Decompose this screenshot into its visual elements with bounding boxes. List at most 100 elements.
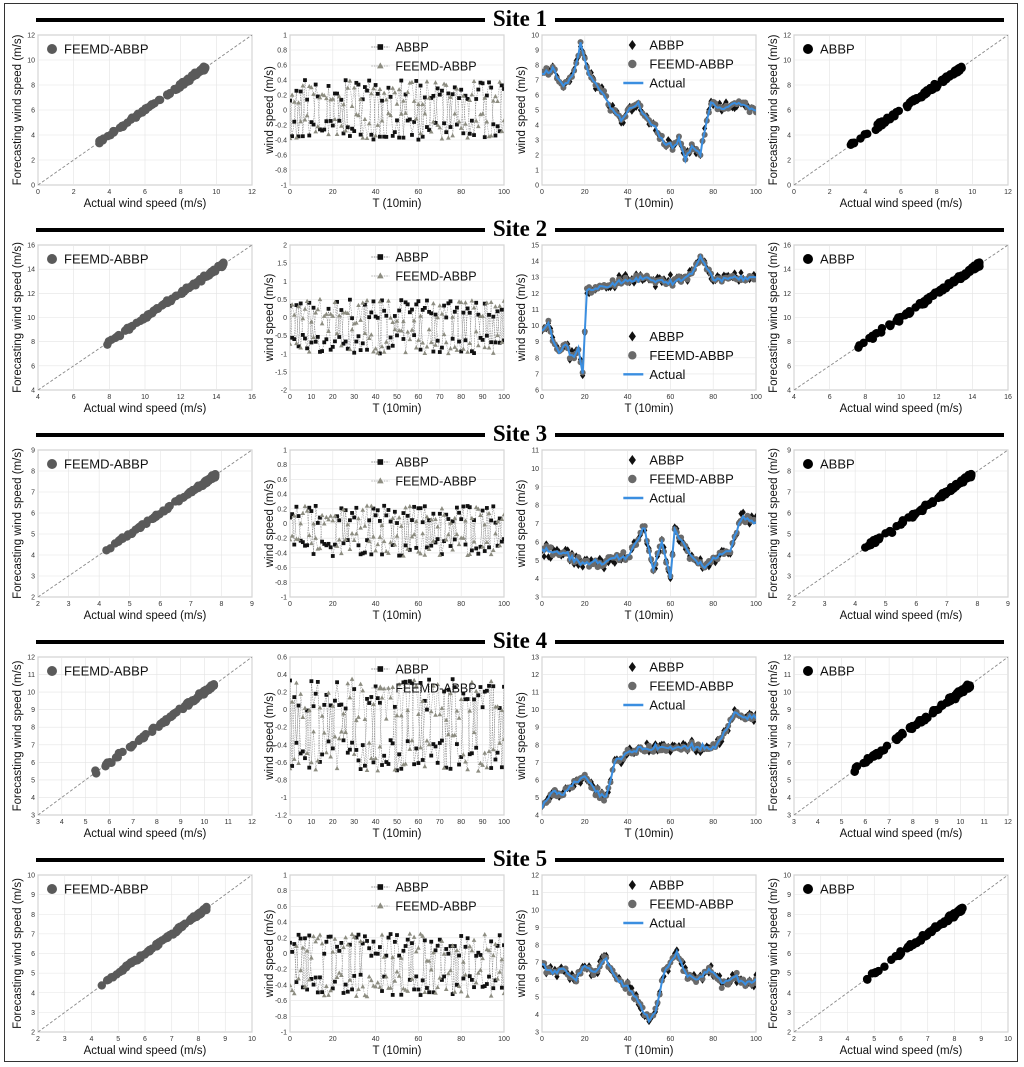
series-point-feemd-abbp <box>433 990 438 995</box>
series-point-feemd-abbp <box>324 95 329 101</box>
series-point-abbp <box>418 681 423 685</box>
series-point-feemd-abbp <box>336 537 342 542</box>
legend-marker <box>628 474 637 484</box>
y-tick-label: 5 <box>31 777 35 784</box>
scatter-point <box>917 93 926 102</box>
series-point-abbp <box>377 134 382 139</box>
x-axis-label: T (10min) <box>625 198 674 210</box>
series-point-feemd-abbp <box>409 976 415 981</box>
series-point-feemd-abbp <box>688 141 695 148</box>
y-tick-label: 13 <box>531 275 539 282</box>
series-point-feemd-abbp <box>426 742 432 747</box>
series-point-abbp <box>487 545 491 550</box>
y-tick-label: 7 <box>787 490 791 497</box>
y-axis-label: Forecasting wind speed (m/s) <box>768 660 780 811</box>
series-point-abbp <box>420 307 425 312</box>
series-point-feemd-abbp <box>358 525 363 530</box>
series-point-abbp <box>337 518 342 523</box>
series-point-abbp <box>433 120 438 125</box>
series-point-abbp <box>341 541 346 546</box>
legend-label: ABBP <box>649 660 684 675</box>
series-point-feemd-abbp <box>313 310 318 315</box>
series-point-abbp <box>320 349 324 353</box>
series-point-abbp <box>333 979 337 984</box>
y-tick-label: -0.8 <box>275 1014 287 1021</box>
series-point-abbp <box>330 746 335 751</box>
series-point-abbp <box>414 79 419 83</box>
x-tick-label: 0 <box>36 189 40 196</box>
x-tick-label: 0 <box>288 1036 292 1043</box>
x-tick-label: 6 <box>828 394 832 401</box>
series-point-feemd-abbp <box>394 533 400 538</box>
y-tick-label: 7 <box>787 742 791 749</box>
scatter-point <box>888 110 898 119</box>
series-point-abbp <box>467 752 472 757</box>
series-point-abbp <box>360 551 365 556</box>
series-point-abbp <box>465 936 470 941</box>
series-point-feemd-abbp <box>354 717 359 723</box>
series-point-abbp <box>330 344 335 349</box>
x-tick-label: 0 <box>540 819 544 826</box>
series-point-feemd-abbp <box>486 345 492 350</box>
x-tick-label: 4 <box>107 189 111 196</box>
series-point-abbp <box>420 758 425 762</box>
series-point-abbp <box>401 337 406 341</box>
series-point-feemd-abbp <box>450 547 455 552</box>
series-point-abbp <box>489 340 494 345</box>
series-point-abbp <box>397 953 402 958</box>
series-point-feemd-abbp <box>328 513 333 518</box>
series-point-feemd-abbp <box>413 345 419 350</box>
series-point-abbp <box>442 303 446 308</box>
legend-marker <box>377 666 384 672</box>
series-point-abbp <box>457 339 461 344</box>
y-tick-label: 2 <box>31 1030 35 1037</box>
legend-label: ABBP <box>395 663 428 677</box>
series-point-feemd-abbp <box>349 327 355 332</box>
scatter-point <box>958 903 967 913</box>
series-point-abbp <box>339 940 344 945</box>
x-tick-label: 4 <box>792 394 796 401</box>
series-point-feemd-abbp <box>332 116 338 122</box>
series-point-abbp <box>352 350 357 355</box>
series-point-abbp <box>367 946 372 951</box>
series-point-abbp <box>478 953 483 957</box>
series-point-abbp <box>354 935 359 940</box>
x-tick-label: 4 <box>853 601 857 608</box>
x-tick-label: 100 <box>498 819 510 826</box>
y-tick-label: 10 <box>531 33 539 40</box>
y-tick-label: 12 <box>27 655 35 662</box>
y-tick-label: 4 <box>31 133 35 140</box>
y-tick-label: 12 <box>531 672 539 679</box>
series-point-feemd-abbp <box>413 116 419 121</box>
series-point-abbp <box>369 552 374 557</box>
series-point-abbp <box>452 537 457 542</box>
series-point-abbp <box>392 509 397 514</box>
series-point-feemd-abbp <box>601 797 608 804</box>
series-point-feemd-abbp <box>463 121 468 126</box>
y-tick-label: 6 <box>787 760 791 767</box>
series-point-feemd-abbp <box>493 941 498 946</box>
x-tick-label: 7 <box>189 601 193 608</box>
series-point-abbp <box>386 345 391 350</box>
series-point-feemd-abbp <box>332 734 338 739</box>
series-point-feemd-abbp <box>473 504 479 510</box>
series-point-feemd-abbp <box>304 508 310 513</box>
series-point-feemd-abbp <box>495 332 500 338</box>
legend-marker <box>803 44 813 54</box>
scatter-point <box>949 909 959 918</box>
series-point-feemd-abbp <box>375 350 381 355</box>
series-point-feemd-abbp <box>467 340 473 346</box>
series-point-abbp <box>358 348 363 353</box>
series-point-feemd-abbp <box>405 546 411 551</box>
chart-panel-3-3: 0 20 40 60 80 100 3 4 5 6 7 8 9 10 11 T (10min) wind spe… <box>514 444 764 625</box>
series-point-feemd-abbp <box>433 712 438 717</box>
y-tick-label: 15 <box>531 243 539 250</box>
series-point-feemd-abbp <box>381 349 387 354</box>
series-point-abbp <box>360 941 365 946</box>
series-point-feemd-abbp <box>317 95 323 100</box>
y-tick-label: 4 <box>787 388 791 395</box>
x-tick-label: 50 <box>393 394 401 401</box>
series-point-feemd-abbp <box>317 932 323 937</box>
